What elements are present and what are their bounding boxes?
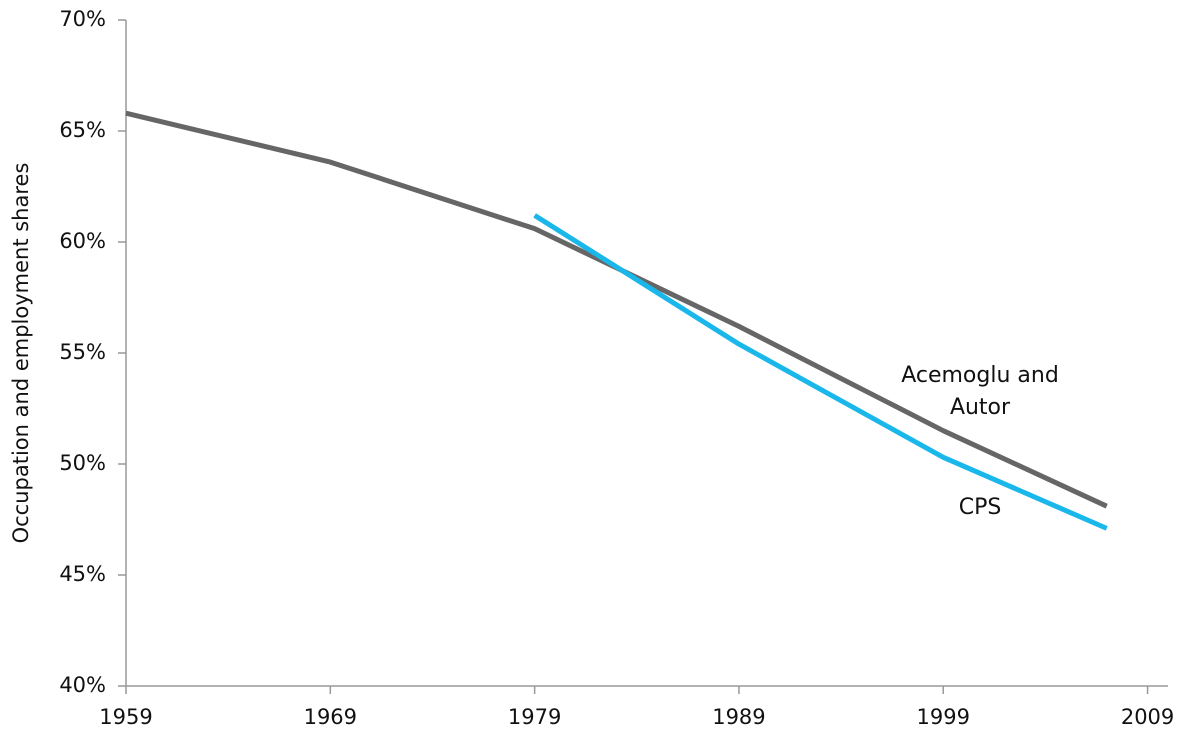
x-tick-label: 1999 [917, 705, 970, 729]
series-label: Acemoglu and Autor [901, 363, 1059, 420]
x-tick-label: 1959 [99, 705, 152, 729]
y-tick-label: 40% [59, 673, 106, 697]
x-tick-label: 2009 [1121, 705, 1174, 729]
y-tick-label: 70% [59, 7, 106, 31]
series-line [125, 110, 1108, 509]
series-line [533, 213, 1108, 531]
x-tick-label: 1969 [304, 705, 357, 729]
y-tick-label: 50% [59, 451, 106, 475]
y-axis-label: Occupation and employment shares [9, 163, 33, 544]
y-tick-label: 45% [59, 562, 106, 586]
x-tick-label: 1989 [712, 705, 765, 729]
y-tick-label: 55% [59, 340, 106, 364]
y-tick-label: 65% [59, 118, 106, 142]
x-tick-label: 1979 [508, 705, 561, 729]
series-label: CPS [958, 495, 1002, 520]
y-tick-label: 60% [59, 229, 106, 253]
